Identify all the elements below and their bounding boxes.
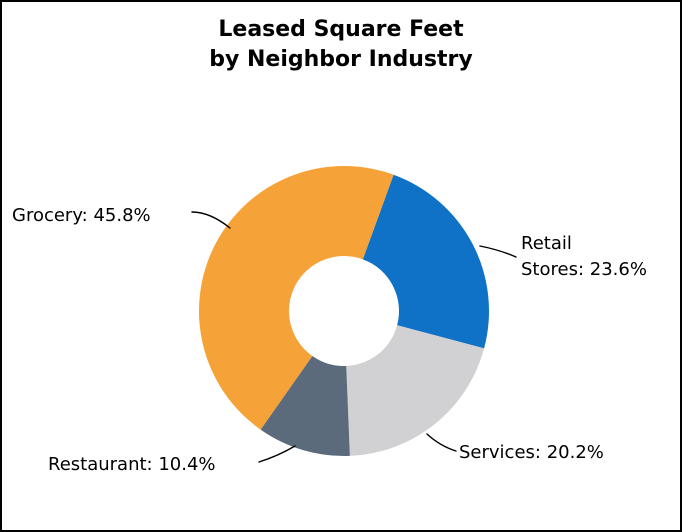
slice-retail-stores [362,174,490,349]
chart-title-line2: by Neighbor Industry [209,47,473,72]
leader-line-restaurant [258,445,296,463]
label-retail-line2: Stores: 23.6% [521,259,647,280]
label-retail-line1: Retail [521,233,572,254]
leader-line-retail [479,245,517,258]
donut-slices [198,165,490,456]
slice-restaurant [260,355,350,456]
label-retail-stores: Retail Stores: 23.6% [521,231,647,283]
label-grocery: Grocery: 45.8% [12,205,151,226]
slice-grocery [198,165,394,430]
slice-services [346,325,485,456]
leader-line-grocery [191,211,231,229]
label-restaurant: Restaurant: 10.4% [48,454,216,475]
chart-title-line1: Leased Square Feet [218,17,464,42]
chart-title: Leased Square Feet by Neighbor Industry [2,15,680,75]
leader-line-services [426,433,457,452]
label-services: Services: 20.2% [459,442,604,463]
